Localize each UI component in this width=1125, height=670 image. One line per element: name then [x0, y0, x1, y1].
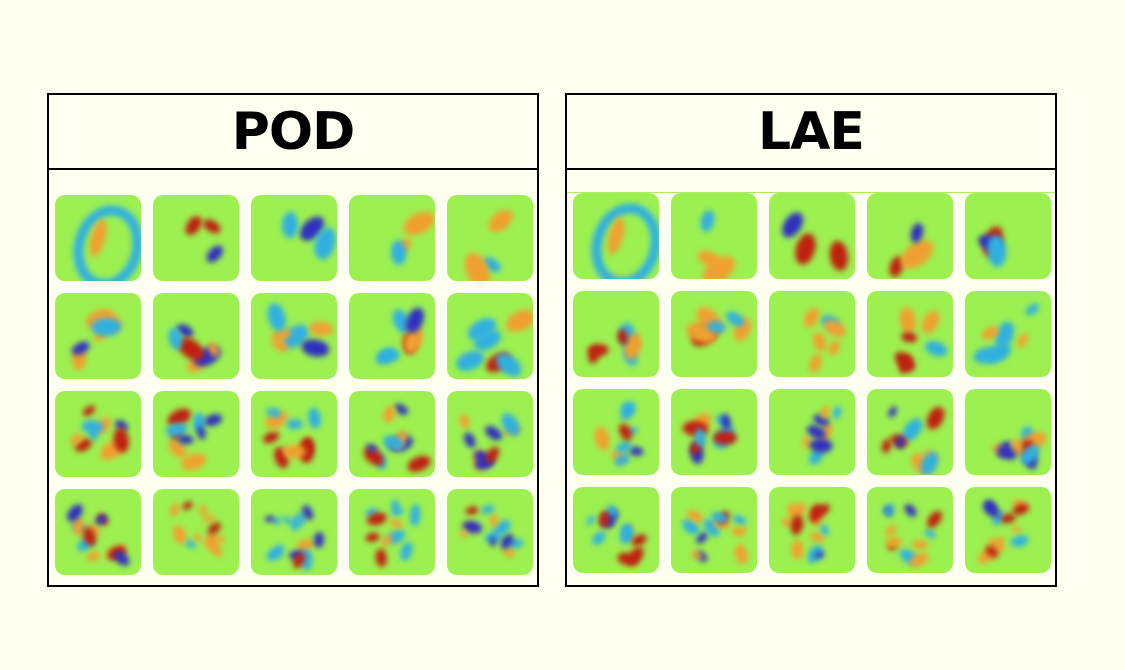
mode-image — [447, 195, 533, 281]
pod-mode-grid — [55, 195, 533, 575]
mode-image — [867, 389, 953, 475]
mode-image — [867, 193, 953, 279]
pod-panel: POD — [47, 93, 539, 587]
mode-image — [153, 195, 239, 281]
mode-image — [251, 489, 337, 575]
mode-image — [671, 389, 757, 475]
mode-image — [349, 391, 435, 477]
mode-image — [671, 291, 757, 377]
mode-image — [867, 487, 953, 573]
lae-panel: LAE — [565, 93, 1057, 587]
mode-image — [965, 487, 1051, 573]
mode-image — [153, 391, 239, 477]
mode-image — [769, 487, 855, 573]
mode-image — [55, 391, 141, 477]
mode-image — [349, 195, 435, 281]
mode-image — [671, 487, 757, 573]
mode-image — [965, 193, 1051, 279]
mode-image — [153, 489, 239, 575]
pod-title: POD — [49, 95, 537, 170]
mode-image — [349, 293, 435, 379]
mode-image — [153, 293, 239, 379]
mode-image — [769, 389, 855, 475]
mode-image — [55, 293, 141, 379]
mode-image — [55, 195, 141, 281]
mode-image — [573, 389, 659, 475]
mode-image — [769, 291, 855, 377]
lae-mode-grid — [573, 193, 1051, 573]
mode-image — [671, 193, 757, 279]
mode-image — [447, 293, 533, 379]
mode-image — [573, 487, 659, 573]
mode-image — [447, 489, 533, 575]
mode-image — [867, 291, 953, 377]
mode-image — [573, 291, 659, 377]
mode-image — [251, 293, 337, 379]
mode-image — [769, 193, 855, 279]
lae-title: LAE — [567, 95, 1055, 170]
mode-image — [447, 391, 533, 477]
mode-image — [55, 489, 141, 575]
mode-image — [251, 195, 337, 281]
mode-image — [965, 389, 1051, 475]
lae-grid-top-line — [567, 192, 1055, 193]
mode-image — [349, 489, 435, 575]
mode-image — [573, 193, 659, 279]
mode-image — [251, 391, 337, 477]
mode-image — [965, 291, 1051, 377]
